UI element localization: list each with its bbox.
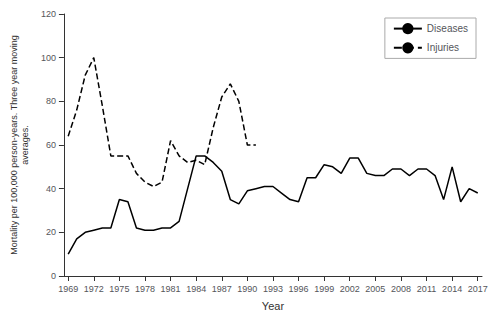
svg-text:1993: 1993 bbox=[263, 284, 283, 294]
svg-text:80: 80 bbox=[46, 96, 56, 106]
svg-text:0: 0 bbox=[51, 271, 56, 281]
svg-text:2011: 2011 bbox=[417, 284, 436, 294]
svg-text:40: 40 bbox=[46, 184, 56, 194]
svg-text:1978: 1978 bbox=[135, 284, 155, 294]
svg-text:2002: 2002 bbox=[340, 284, 360, 294]
svg-text:120: 120 bbox=[41, 9, 56, 19]
svg-text:20: 20 bbox=[46, 227, 56, 237]
svg-text:1984: 1984 bbox=[186, 284, 206, 294]
svg-text:2005: 2005 bbox=[365, 284, 385, 294]
svg-text:1990: 1990 bbox=[237, 284, 257, 294]
svg-text:1972: 1972 bbox=[84, 284, 104, 294]
svg-text:100: 100 bbox=[41, 53, 56, 63]
svg-text:averages.: averages. bbox=[20, 125, 30, 165]
svg-text:Mortality per 100,000 person-y: Mortality per 100,000 person-years. Thre… bbox=[9, 35, 19, 254]
svg-text:1981: 1981 bbox=[161, 284, 181, 294]
svg-text:1999: 1999 bbox=[314, 284, 334, 294]
svg-text:1996: 1996 bbox=[289, 284, 309, 294]
svg-text:Diseases: Diseases bbox=[427, 23, 468, 34]
svg-text:2008: 2008 bbox=[391, 284, 411, 294]
svg-text:1987: 1987 bbox=[212, 284, 232, 294]
svg-text:2014: 2014 bbox=[442, 284, 462, 294]
svg-text:1975: 1975 bbox=[109, 284, 129, 294]
svg-text:Year: Year bbox=[262, 300, 285, 312]
svg-text:Injuries: Injuries bbox=[427, 42, 459, 53]
svg-text:1969: 1969 bbox=[58, 284, 78, 294]
svg-text:2017: 2017 bbox=[468, 284, 488, 294]
svg-text:60: 60 bbox=[46, 140, 56, 150]
